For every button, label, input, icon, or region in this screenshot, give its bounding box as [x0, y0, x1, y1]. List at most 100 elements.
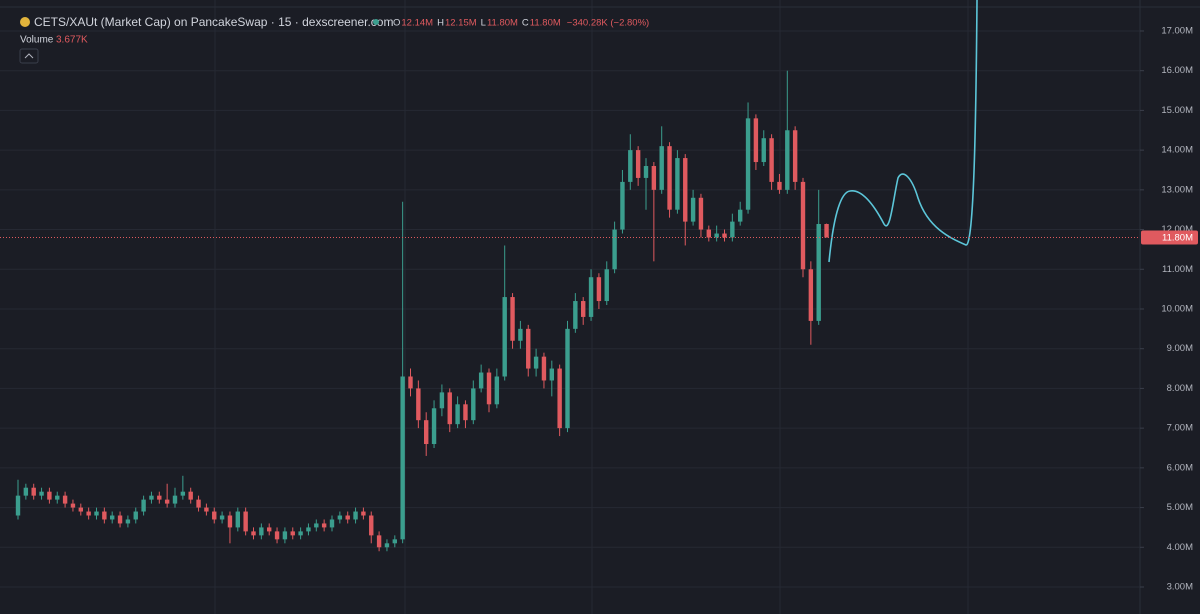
- collapse-icon: [24, 53, 34, 59]
- y-tick-label: 11.00M: [1162, 264, 1193, 275]
- candle-body: [651, 166, 657, 190]
- ohlc-key: L: [481, 18, 486, 29]
- candle-body: [243, 511, 248, 532]
- token-icon: [20, 17, 30, 27]
- candles: [15, 70, 829, 552]
- candle-body: [455, 404, 460, 425]
- candle-body: [471, 388, 476, 421]
- candle-body: [70, 503, 76, 508]
- candle-body: [690, 197, 696, 222]
- candle-body: [102, 511, 107, 520]
- candle-body: [706, 229, 711, 238]
- y-tick-label: 5.00M: [1167, 502, 1193, 513]
- candle-body: [596, 277, 602, 302]
- candle-body: [635, 150, 641, 178]
- ohlc-value: 12.15M: [445, 18, 477, 29]
- ohlc-change: −340.28K (−2.80%): [567, 18, 649, 29]
- y-tick-label: 10.00M: [1161, 304, 1193, 315]
- candle-body: [510, 297, 515, 341]
- y-tick-label: 9.00M: [1167, 343, 1193, 354]
- candle-body: [761, 138, 766, 163]
- candle-body: [306, 527, 311, 532]
- candle-body: [494, 376, 500, 405]
- candle-body: [15, 495, 21, 516]
- ohlc-legend: O 12.14M H 12.15M L 11.80M C 11.80M −340.28K (−2…: [393, 18, 649, 29]
- candle-body: [730, 221, 735, 238]
- candle-body: [361, 511, 366, 516]
- status-dot: [373, 19, 379, 25]
- ohlc-key: H: [437, 18, 444, 29]
- candle-body: [486, 372, 492, 405]
- candle-body: [329, 519, 335, 528]
- candle-body: [463, 404, 468, 421]
- candle-body: [816, 223, 821, 321]
- y-tick-label: 14.00M: [1161, 145, 1193, 156]
- candle-body: [227, 515, 233, 528]
- candle-body: [581, 301, 586, 317]
- candle-body: [212, 511, 217, 520]
- candle-body: [675, 158, 680, 210]
- candle-body: [533, 356, 539, 369]
- candle-body: [753, 118, 759, 163]
- candle-body: [78, 507, 83, 512]
- candle-body: [314, 523, 319, 528]
- last-price-label: 11.80M: [1162, 233, 1193, 244]
- candle-body: [321, 523, 327, 528]
- candle-body: [164, 499, 170, 504]
- candle-body: [604, 269, 609, 302]
- last-price-box: [1141, 230, 1198, 245]
- candle-body: [620, 181, 625, 230]
- candle-body: [31, 487, 36, 496]
- candle-body: [133, 511, 138, 520]
- candle-body: [808, 269, 814, 321]
- candle-body: [337, 515, 343, 520]
- volume-value: 3.677K: [56, 35, 88, 46]
- candle-body: [180, 491, 186, 496]
- candle-body: [353, 511, 358, 520]
- candle-body: [526, 328, 531, 369]
- chart-title: CETS/XAUt (Market Cap) on PancakeSwap · …: [34, 15, 393, 29]
- candle-body: [769, 138, 774, 182]
- candle-body: [204, 507, 209, 512]
- candle-body: [149, 495, 154, 500]
- candle-body: [400, 376, 405, 540]
- candle-body: [55, 495, 60, 500]
- candle-body: [588, 277, 594, 317]
- candle-body: [518, 328, 523, 341]
- candle-body: [565, 328, 570, 429]
- candle-body: [549, 368, 554, 381]
- candle-body: [117, 515, 123, 524]
- volume-label: Volume: [20, 35, 54, 46]
- candle-body: [94, 511, 99, 516]
- candle-body: [738, 209, 743, 222]
- candle-body: [502, 297, 507, 377]
- candle-body: [376, 535, 382, 548]
- candle-body: [235, 511, 240, 528]
- drawn-curve: [828, 0, 978, 263]
- candle-body: [643, 166, 649, 178]
- candle-body: [196, 499, 201, 508]
- candle-body: [141, 499, 146, 512]
- candle-body: [267, 527, 272, 532]
- candle-body: [683, 158, 688, 222]
- y-tick-label: 6.00M: [1167, 462, 1193, 473]
- collapse-button[interactable]: [19, 48, 39, 64]
- candle-body: [722, 233, 727, 238]
- grid: [0, 0, 1140, 614]
- candle-body: [23, 487, 29, 496]
- candle-body: [745, 118, 751, 210]
- candle-body: [777, 181, 782, 190]
- candle-body: [573, 301, 578, 329]
- candle-body: [219, 515, 225, 520]
- ohlc-value: 11.80M: [487, 18, 518, 29]
- candle-body: [47, 491, 52, 500]
- candle-body: [290, 531, 295, 536]
- candle-body: [424, 420, 429, 445]
- y-tick-label: 13.00M: [1161, 184, 1193, 195]
- y-tick-label: 17.00M: [1161, 25, 1193, 36]
- y-tick-label: 15.00M: [1161, 105, 1193, 116]
- candle-body: [792, 130, 798, 182]
- candle-body: [274, 531, 280, 540]
